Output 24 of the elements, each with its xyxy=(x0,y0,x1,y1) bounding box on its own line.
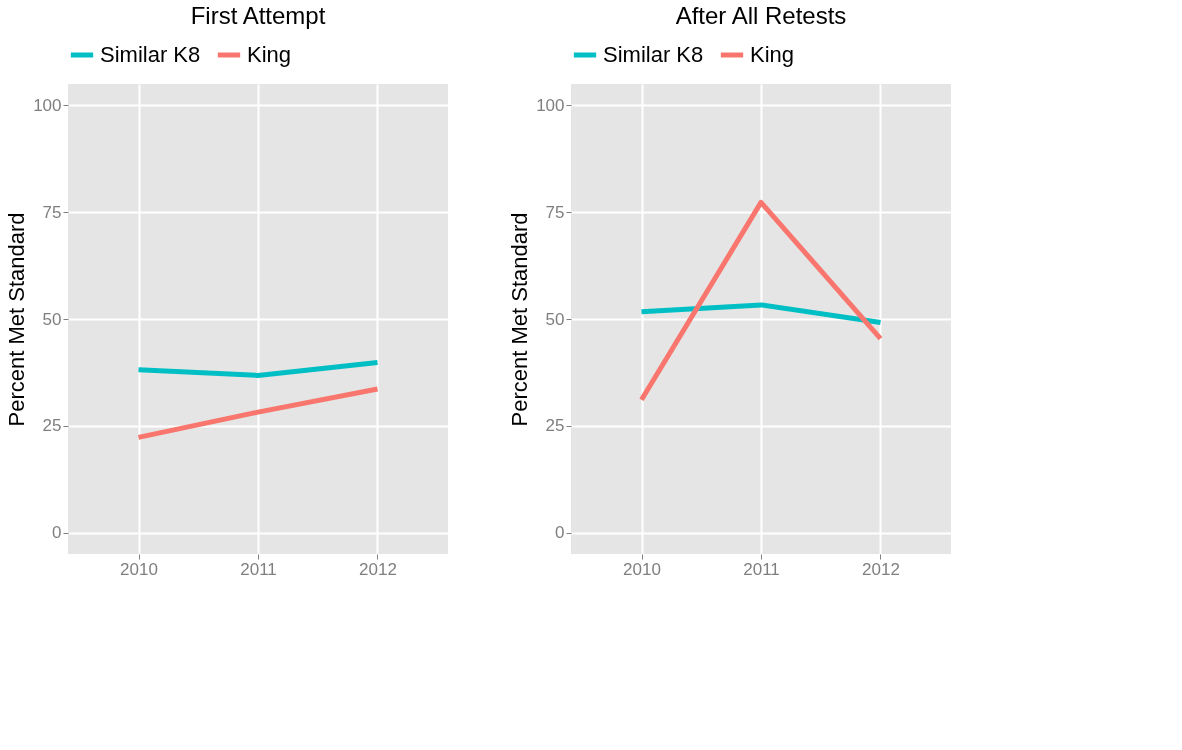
legend-label: King xyxy=(750,42,795,67)
y-tick-label: 25 xyxy=(545,416,565,436)
legend-label: King xyxy=(247,42,292,67)
x-tick-label: 2012 xyxy=(359,559,397,579)
x-tick-label: 2010 xyxy=(120,559,158,579)
x-tick-label: 2011 xyxy=(240,559,277,579)
chart-title: First Attempt xyxy=(190,2,326,29)
y-tick-label: 25 xyxy=(42,416,62,436)
y-tick-label: 100 xyxy=(536,95,565,115)
legend-label: Similar K8 xyxy=(603,42,704,67)
y-tick-label: 50 xyxy=(545,309,565,329)
chart-title: After All Retests xyxy=(675,2,847,29)
y-tick-label: 0 xyxy=(52,523,62,543)
y-tick-label: 75 xyxy=(545,202,565,222)
y-tick-label: 50 xyxy=(42,309,62,329)
y-tick-label: 100 xyxy=(33,95,62,115)
y-tick-label: 75 xyxy=(42,202,62,222)
x-tick-label: 2012 xyxy=(862,559,900,579)
y-axis-title: Percent Met Standard xyxy=(507,212,533,427)
legend-label: Similar K8 xyxy=(100,42,201,67)
x-tick-label: 2011 xyxy=(743,559,780,579)
y-tick-label: 0 xyxy=(555,523,565,543)
x-tick-label: 2010 xyxy=(623,559,661,579)
y-axis-title: Percent Met Standard xyxy=(4,212,30,427)
